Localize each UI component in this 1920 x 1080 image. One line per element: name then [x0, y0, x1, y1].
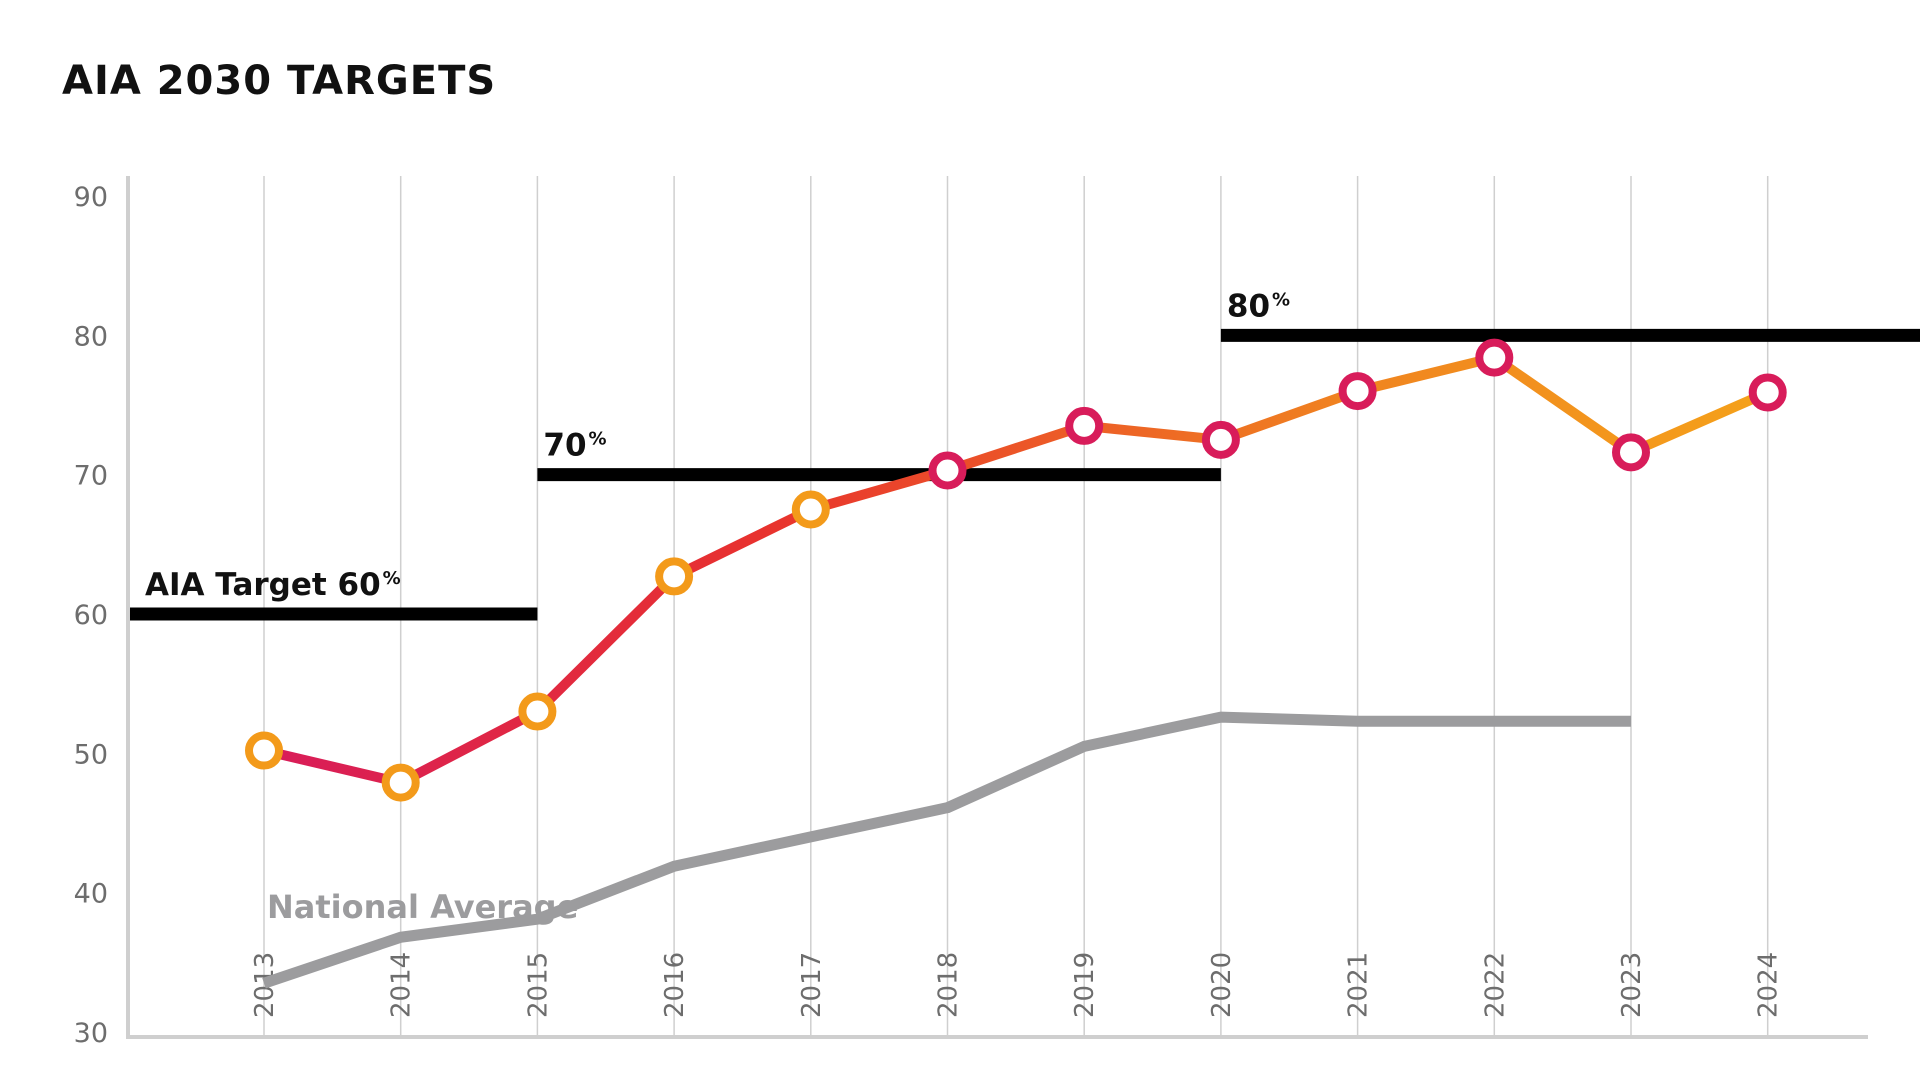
target-label-70: 70% [543, 428, 606, 464]
y-tick-40: 40 [74, 879, 108, 910]
target-label-80: 80% [1227, 288, 1290, 324]
series-line-national-average [262, 711, 1631, 989]
x-tick-2016: 2016 [660, 952, 690, 1018]
y-tick-60: 60 [74, 600, 108, 631]
x-tick-2019: 2019 [1070, 952, 1100, 1018]
x-tick-2024: 2024 [1754, 952, 1784, 1018]
x-tick-2020: 2020 [1207, 952, 1237, 1018]
x-tick-2022: 2022 [1480, 952, 1510, 1018]
target-layer [130, 328, 1920, 621]
x-tick-2017: 2017 [797, 952, 827, 1018]
data-point-2023 [1612, 433, 1650, 472]
y-tick-90: 90 [74, 182, 108, 213]
y-tick-70: 70 [74, 461, 108, 492]
target-label-60: AIA Target 60% [145, 567, 401, 603]
data-point-2017 [791, 490, 830, 529]
x-tick-2018: 2018 [934, 952, 964, 1018]
y-tick-50: 50 [74, 739, 108, 770]
data-point-2022 [1475, 338, 1514, 377]
series-line-aia-firms [262, 352, 1770, 788]
data-point-2018 [928, 451, 967, 490]
data-point-2020 [1201, 420, 1240, 459]
x-tick-2014: 2014 [387, 952, 417, 1018]
grid-layer [263, 176, 1769, 1037]
axis-layer: 2013 2014 2015 2016 2017 2018 2019 2020 2021 2022… [74, 176, 1868, 1049]
chart-title: AIA 2030 TARGETS [62, 58, 497, 104]
series-layer [245, 338, 1787, 989]
y-tick-80: 80 [74, 321, 108, 352]
data-point-2014 [381, 763, 420, 802]
data-point-2015 [518, 692, 557, 731]
data-point-2021 [1338, 372, 1377, 411]
x-tick-2023: 2023 [1617, 952, 1647, 1018]
label-layer: AIA Target 60 % 70 % 80 % National Average [145, 288, 1290, 926]
data-point-2024 [1748, 373, 1787, 412]
national-average-label: National Average [267, 888, 578, 926]
data-point-2016 [655, 557, 694, 596]
data-point-2019 [1065, 406, 1104, 445]
x-tick-2015: 2015 [523, 952, 553, 1018]
y-tick-30: 30 [74, 1018, 108, 1049]
x-tick-2021: 2021 [1344, 952, 1374, 1018]
data-point-2013 [245, 731, 283, 770]
